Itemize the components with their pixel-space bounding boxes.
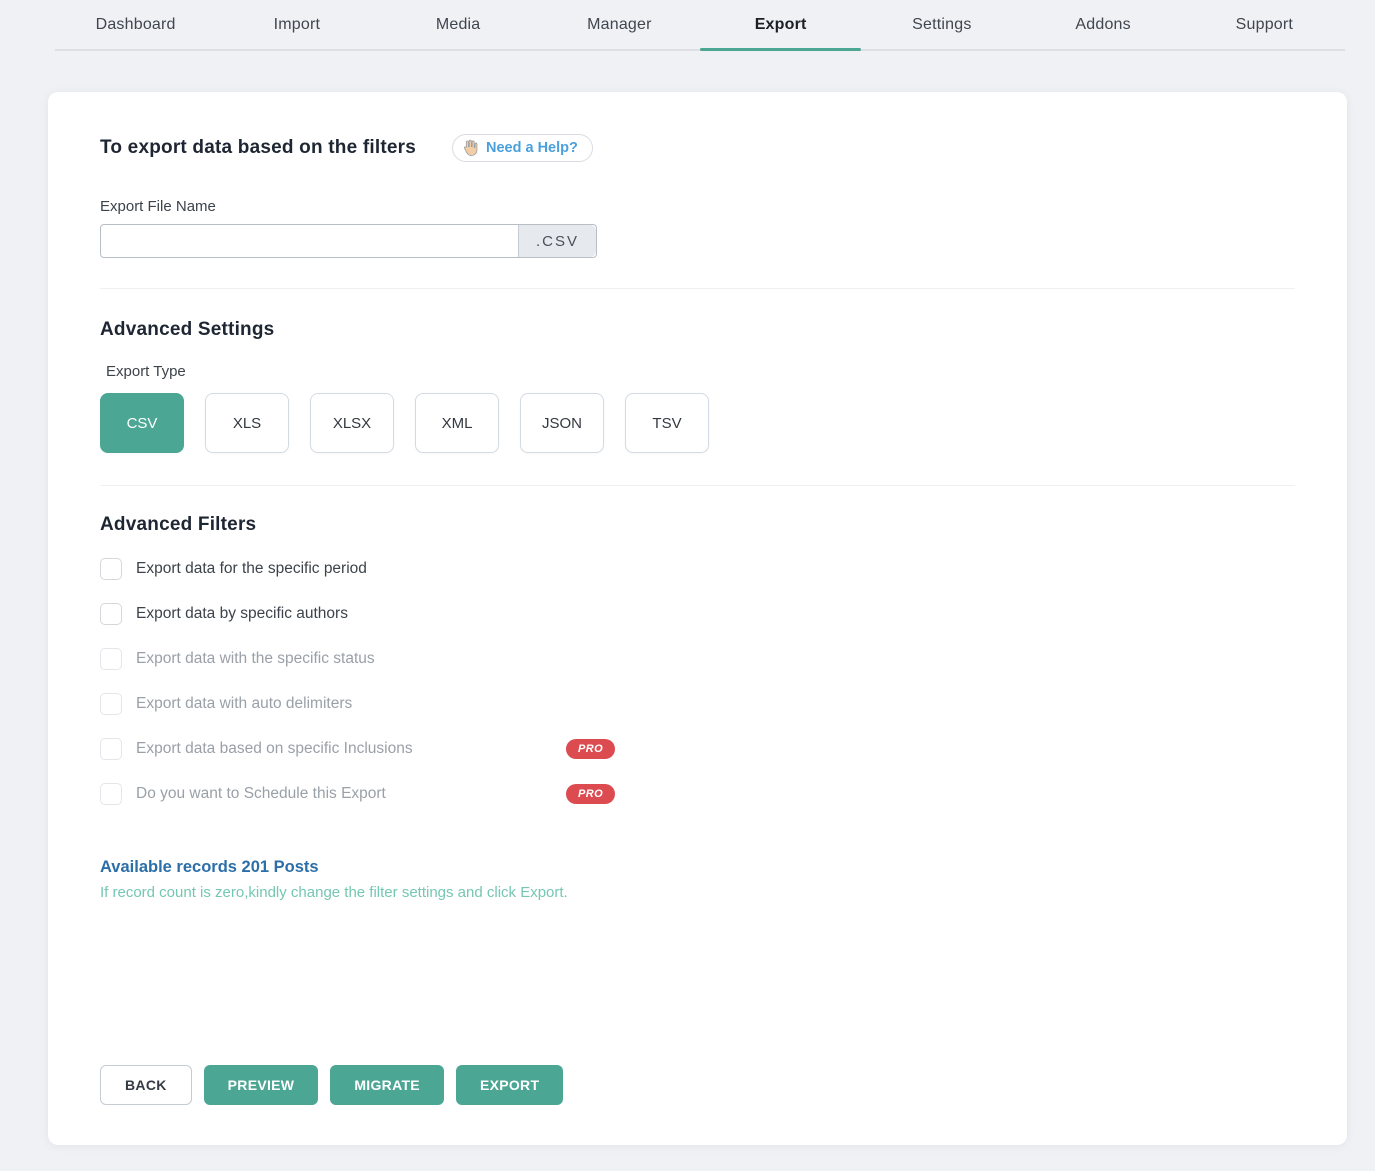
tab-manager[interactable]: Manager [587,15,652,33]
footer-actions: BACK PREVIEW MIGRATE EXPORT [100,1065,1295,1131]
filter-label: Export data with the specific status [136,650,375,667]
tab-media[interactable]: Media [435,15,481,33]
tab-import[interactable]: Import [273,15,321,33]
tab-export[interactable]: Export [700,0,862,51]
auto-delimiters-checkbox[interactable] [100,693,122,715]
filter-label: Export data for the specific period [136,560,367,577]
preview-button[interactable]: PREVIEW [203,1065,319,1105]
migrate-button[interactable]: MIGRATE [330,1065,444,1105]
need-help-label: Need a Help? [485,140,578,156]
filter-row-specific-authors: Export data by specific authors [100,603,1295,625]
tab-support[interactable]: Support [1235,15,1294,33]
spacer [100,901,1295,1065]
export-type-tsv[interactable]: TSV [625,393,709,453]
raised-hand-icon [461,139,479,157]
advanced-filters-list: Export data for the specific period Expo… [100,558,1295,828]
tab-dashboard[interactable]: Dashboard [95,15,176,33]
tab-settings[interactable]: Settings [912,15,972,33]
filter-label: Export data with auto delimiters [136,695,353,712]
export-type-csv[interactable]: CSV [100,393,184,453]
export-type-options: CSV XLS XLSX XML JSON TSV [100,393,1295,453]
export-file-name-label: Export File Name [100,198,216,215]
divider [100,288,1295,289]
pro-badge: PRO [566,784,616,804]
filter-row-specific-period: Export data for the specific period [100,558,1295,580]
export-type-xlsx[interactable]: XLSX [310,393,394,453]
file-extension-suffix: .CSV [518,225,596,257]
advanced-filters-title: Advanced Filters [100,514,257,535]
tab-addons[interactable]: Addons [1075,15,1131,33]
export-type-label: Export Type [106,363,186,380]
export-type-xls[interactable]: XLS [205,393,289,453]
export-button[interactable]: EXPORT [455,1065,564,1105]
specific-inclusions-checkbox[interactable] [100,738,122,760]
export-type-xml[interactable]: XML [415,393,499,453]
filter-label: Do you want to Schedule this Export [136,785,386,802]
page-title: To export data based on the filters [100,137,416,158]
specific-period-checkbox[interactable] [100,558,122,580]
filter-row-schedule-export: Do you want to Schedule this Export PRO [100,783,1295,805]
pro-badge: PRO [566,739,616,759]
filter-row-specific-inclusions: Export data based on specific Inclusions… [100,738,1295,760]
available-records-summary: Available records 201 Posts [100,858,319,876]
back-button[interactable]: BACK [100,1065,192,1105]
advanced-settings-title: Advanced Settings [100,319,275,340]
export-file-name-input[interactable] [101,225,518,257]
filter-label: Export data by specific authors [136,605,348,622]
export-file-name-group: .CSV [100,224,597,258]
top-navigation: Dashboard Import Media Manager Export Se… [55,0,1345,51]
records-hint-note: If record count is zero,kindly change th… [100,884,568,901]
panel-header: To export data based on the filters Need… [100,134,1295,162]
specific-status-checkbox[interactable] [100,648,122,670]
filter-row-specific-status: Export data with the specific status [100,648,1295,670]
schedule-export-checkbox[interactable] [100,783,122,805]
export-panel: To export data based on the filters Need… [48,92,1347,1145]
divider [100,485,1295,486]
export-type-json[interactable]: JSON [520,393,604,453]
filter-label: Export data based on specific Inclusions [136,740,413,757]
specific-authors-checkbox[interactable] [100,603,122,625]
filter-row-auto-delimiters: Export data with auto delimiters [100,693,1295,715]
need-help-button[interactable]: Need a Help? [451,134,593,162]
